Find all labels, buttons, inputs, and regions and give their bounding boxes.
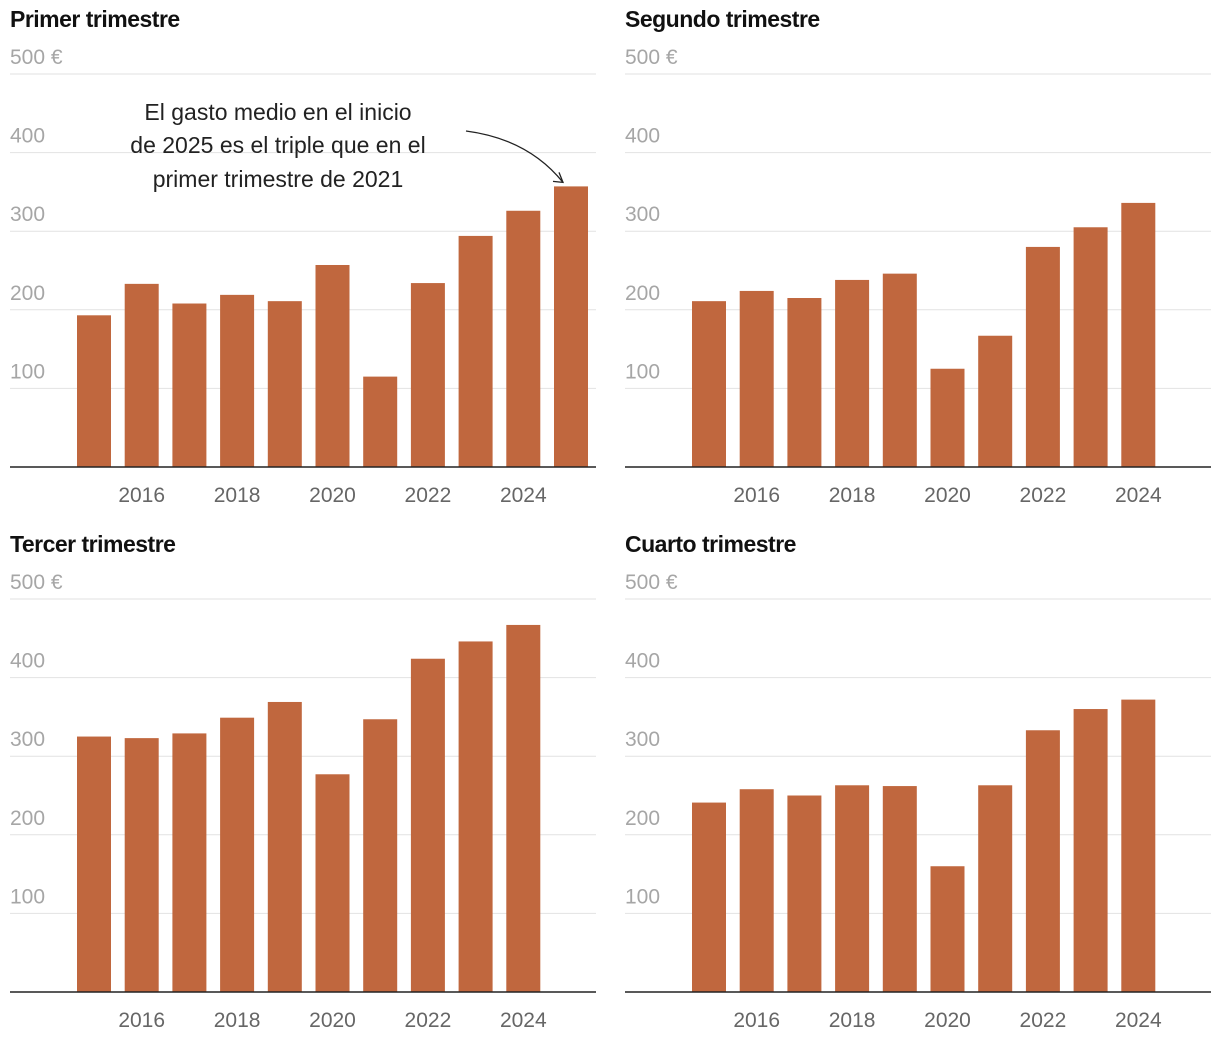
bar-2015 [692, 802, 726, 992]
annotation-text: El gasto medio en el inicio de 2025 es e… [78, 96, 478, 196]
y-tick-label: 100 [10, 885, 45, 908]
y-tick-label: 400 [625, 125, 660, 148]
y-tick-label: 500 € [10, 46, 63, 69]
bar-2023 [1073, 709, 1108, 992]
x-tick-label: 2018 [829, 484, 876, 507]
bar-2022 [410, 658, 445, 992]
bar-2015 [77, 736, 111, 992]
bar-2023 [458, 235, 493, 467]
bar-2016 [124, 283, 159, 467]
bar-2022 [1025, 730, 1060, 992]
panel-title: Primer trimestre [10, 6, 180, 32]
x-tick-label: 2018 [829, 1009, 876, 1032]
bar-2020 [315, 264, 350, 467]
chart-panel-q4: Cuarto trimestre 100 200 300 400 500 € 2016 20… [615, 525, 1215, 1045]
bar-2022 [410, 283, 445, 467]
annotation-line: primer trimestre de 2021 [152, 165, 404, 192]
bar-2016 [739, 290, 774, 467]
panel-title: Cuarto trimestre [625, 531, 796, 557]
annotation-line: El gasto medio en el inicio [144, 99, 412, 125]
x-tick-label: 2018 [214, 484, 261, 507]
y-tick-label: 200 [10, 807, 45, 830]
bar-2015 [77, 315, 111, 467]
bar-2024 [506, 210, 541, 467]
y-tick-label: 200 [10, 282, 45, 305]
bar-2017 [172, 733, 207, 992]
bar-2023 [458, 641, 493, 992]
bar-2018 [220, 294, 255, 467]
y-tick-label: 300 [10, 203, 45, 226]
y-tick-label: 500 € [625, 571, 678, 594]
x-tick-label: 2022 [1020, 1009, 1067, 1032]
bar-2019 [267, 701, 302, 992]
bar-2021 [363, 376, 398, 467]
x-tick-label: 2022 [405, 1009, 452, 1032]
bar-2024 [1121, 202, 1156, 468]
chart-panel-q1: Primer trimestre 100 200 300 400 500 € 2016 20… [0, 0, 600, 520]
x-tick-label: 2024 [500, 1009, 547, 1032]
x-tick-label: 2022 [405, 484, 452, 507]
x-tick-label: 2024 [1115, 1009, 1162, 1032]
y-tick-label: 100 [625, 360, 660, 383]
y-tick-label: 300 [625, 728, 660, 751]
bar-2019 [267, 301, 302, 467]
x-tick-label: 2020 [924, 1009, 971, 1032]
bar-2017 [787, 298, 822, 467]
bar-2020 [930, 866, 965, 992]
bar-2019 [882, 786, 917, 992]
bar-2024 [506, 624, 541, 992]
bar-2023 [1073, 227, 1108, 467]
x-tick-label: 2024 [1115, 484, 1162, 507]
x-tick-label: 2020 [309, 484, 356, 507]
y-tick-label: 100 [625, 885, 660, 908]
x-tick-label: 2020 [309, 1009, 356, 1032]
panel-title: Tercer trimestre [10, 531, 176, 557]
bar-2022 [1025, 246, 1060, 467]
y-tick-label: 500 € [625, 46, 678, 69]
chart-panel-q3: Tercer trimestre 100 200 300 400 500 € 2016 20… [0, 525, 600, 1045]
bar-2021 [978, 335, 1013, 467]
chart-panel-q2: Segundo trimestre 100 200 300 400 500 € 2016 2… [615, 0, 1215, 520]
bar-2016 [739, 789, 774, 992]
annotation-arrow [465, 130, 564, 183]
x-tick-label: 2016 [733, 1009, 780, 1032]
x-tick-label: 2016 [733, 484, 780, 507]
bar-2024 [1121, 699, 1156, 992]
bar-chart: 100 200 300 400 500 € 2016 2018 2020 2022 2024 [10, 46, 596, 507]
bar-2018 [835, 279, 870, 467]
y-tick-label: 400 [10, 650, 45, 673]
y-tick-label: 300 [10, 728, 45, 751]
bar-2021 [363, 719, 398, 992]
y-tick-label: 200 [625, 282, 660, 305]
bar-2020 [315, 774, 350, 992]
x-tick-label: 2016 [118, 484, 165, 507]
y-tick-label: 400 [625, 650, 660, 673]
x-tick-label: 2022 [1020, 484, 1067, 507]
x-tick-label: 2018 [214, 1009, 261, 1032]
y-tick-label: 300 [625, 203, 660, 226]
y-tick-label: 200 [625, 807, 660, 830]
y-tick-label: 500 € [10, 571, 63, 594]
x-tick-label: 2020 [924, 484, 971, 507]
x-tick-label: 2016 [118, 1009, 165, 1032]
bar-2015 [692, 301, 726, 467]
bar-2018 [835, 785, 870, 992]
bar-2017 [787, 795, 822, 992]
bar-2025 [554, 186, 588, 467]
panel-title: Segundo trimestre [625, 6, 820, 32]
bar-2017 [172, 303, 207, 467]
bar-chart: 100 200 300 400 500 € 2016 2018 2020 2022 2024 [10, 571, 596, 1032]
x-tick-label: 2024 [500, 484, 547, 507]
bar-2019 [882, 273, 917, 467]
y-tick-label: 100 [10, 360, 45, 383]
bar-2020 [930, 368, 965, 467]
bar-chart: 100 200 300 400 500 € 2016 2018 2020 2022 2024 [625, 46, 1211, 507]
bar-2021 [978, 785, 1013, 992]
annotation-line: de 2025 es el triple que en el [130, 132, 426, 159]
y-tick-label: 400 [10, 125, 45, 148]
bar-2018 [220, 717, 255, 992]
annotation-arrowhead [552, 172, 565, 184]
bar-chart: 100 200 300 400 500 € 2016 2018 2020 2022 2024 [625, 571, 1211, 1032]
bar-2016 [124, 738, 159, 992]
